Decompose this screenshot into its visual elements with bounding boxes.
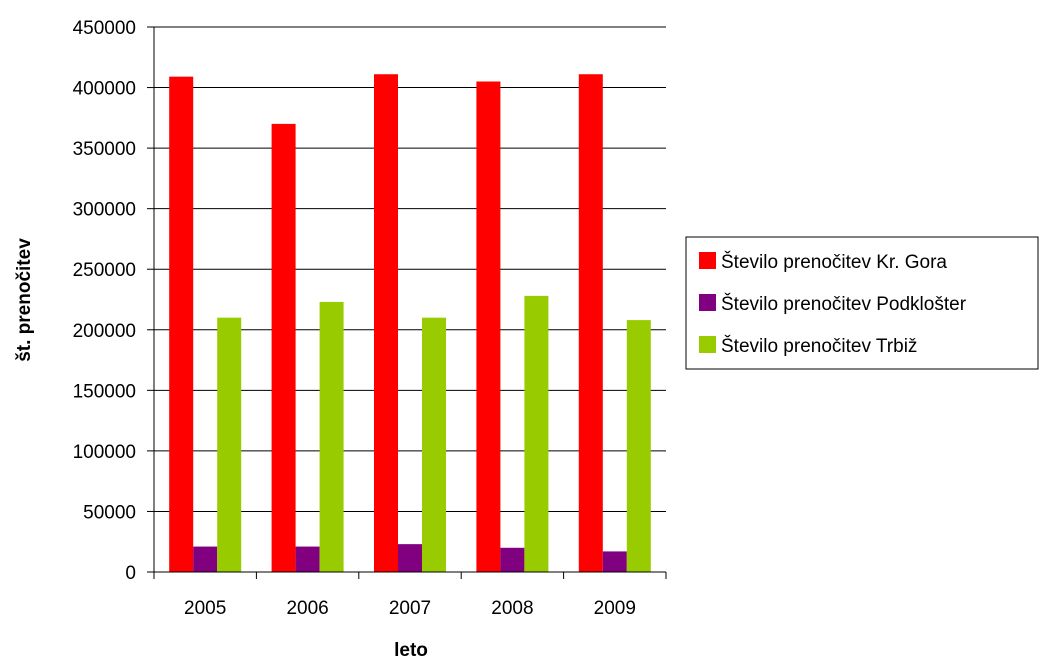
bar	[193, 546, 218, 572]
y-tick-label: 50000	[83, 502, 136, 523]
bar	[398, 544, 422, 572]
bar	[626, 320, 651, 572]
x-tick-label: 2007	[389, 598, 431, 619]
bar	[578, 74, 603, 572]
y-tick-label: 350000	[73, 139, 136, 160]
legend-label: Število prenočitev Kr. Gora	[721, 251, 947, 273]
y-tick-label: 250000	[73, 260, 136, 281]
axes	[147, 26, 667, 579]
x-tick-label: 2008	[491, 598, 533, 619]
y-tick-label: 450000	[73, 18, 136, 39]
y-tick-label: 400000	[73, 79, 136, 100]
legend-frame	[685, 236, 1039, 370]
bar	[500, 547, 525, 572]
y-tick-label: 0	[125, 563, 136, 584]
bar	[271, 123, 296, 572]
bar	[295, 546, 320, 572]
legend-swatch	[699, 252, 716, 269]
legend-swatch	[699, 336, 716, 353]
y-tick-label: 100000	[73, 442, 136, 463]
bar	[476, 81, 501, 572]
legend: Število prenočitev Kr. Gora Število preno…	[685, 236, 1039, 370]
legend-label: Število prenočitev Trbiž	[721, 335, 917, 357]
y-tick-label: 300000	[73, 200, 136, 221]
legend-swatch	[699, 294, 716, 311]
y-axis-title: št. prenočitev	[14, 238, 35, 362]
bar	[524, 295, 549, 572]
bar	[374, 74, 398, 572]
bar	[169, 76, 194, 573]
bar	[217, 317, 242, 572]
bar	[319, 301, 344, 572]
bar	[422, 317, 446, 572]
y-tick-label: 200000	[73, 321, 136, 342]
x-tick-label: 2006	[286, 598, 328, 619]
bar	[602, 551, 627, 572]
y-tick-labels: 0 50000 100000 150000 200000 250000 300000 3500…	[73, 18, 136, 584]
bars	[169, 74, 651, 573]
y-tick-label: 150000	[73, 381, 136, 402]
x-tick-label: 2005	[184, 598, 226, 619]
legend-label: Število prenočitev Podklošter	[721, 293, 967, 315]
x-tick-labels: 2005 2006 2007 2008 2009	[184, 598, 636, 619]
x-axis-title: leto	[394, 640, 428, 661]
x-tick-label: 2009	[594, 598, 636, 619]
